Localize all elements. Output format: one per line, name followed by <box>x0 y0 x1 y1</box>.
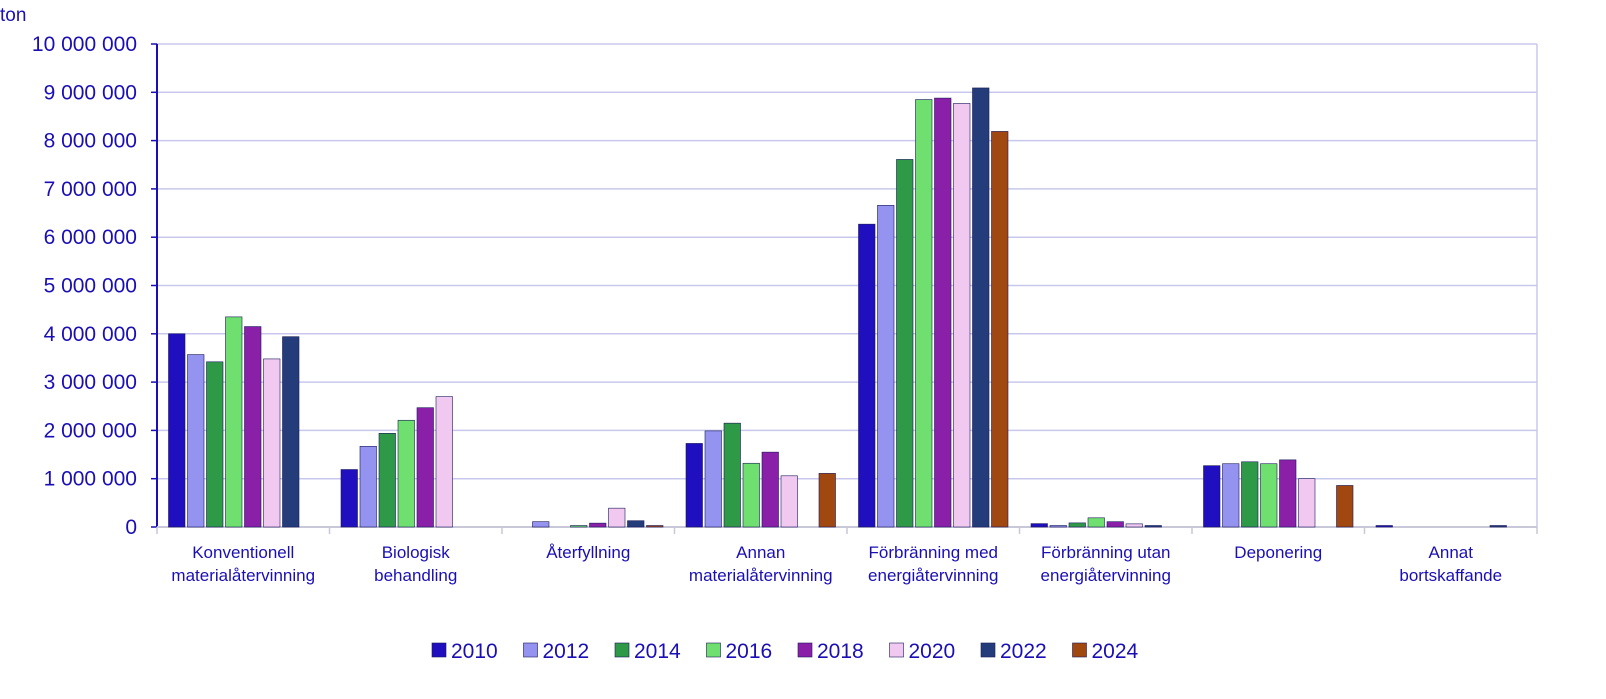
legend-swatch-2020 <box>889 642 904 658</box>
bar-2016-cat-0 <box>225 316 243 528</box>
legend-swatch-2014 <box>614 642 630 658</box>
x-category-label: behandling <box>374 566 457 585</box>
bar-2018-cat-1 <box>416 407 434 528</box>
x-category-label: energiåtervinning <box>868 566 998 585</box>
bar-2012-cat-6 <box>1222 463 1240 528</box>
bar-2020-cat-3 <box>780 475 798 528</box>
x-category-label: materialåtervinning <box>689 566 833 585</box>
bar-2012-cat-2 <box>532 521 550 528</box>
legend-label-2024: 2024 <box>1092 640 1139 663</box>
bar-2014-cat-6 <box>1241 461 1259 528</box>
bar-2016-cat-3 <box>742 462 760 528</box>
bar-2014-cat-5 <box>1068 522 1086 528</box>
y-tick-label: 4 000 000 <box>44 323 137 346</box>
legend-swatch-2012 <box>523 642 538 658</box>
x-category-label: Annat <box>1429 543 1474 562</box>
legend-swatch-2018 <box>797 642 813 658</box>
legend-swatch-2022 <box>980 642 996 658</box>
bar-2018-cat-3 <box>761 451 779 528</box>
bar-2022-cat-2 <box>627 520 645 528</box>
x-category-label: energiåtervinning <box>1041 566 1171 585</box>
bar-2022-cat-4 <box>972 87 990 528</box>
legend-label-2020: 2020 <box>909 640 956 663</box>
bar-2016-cat-6 <box>1260 463 1278 528</box>
bar-2024-cat-2 <box>646 525 664 528</box>
x-category-label: Annan <box>736 543 785 562</box>
x-category-label: bortskaffande <box>1399 566 1502 585</box>
bar-2020-cat-2 <box>608 507 626 528</box>
bar-2020-cat-1 <box>435 396 453 528</box>
y-tick-label: 0 <box>125 516 137 539</box>
bar-2010-cat-3 <box>685 443 703 528</box>
x-category-label: Förbränning utan <box>1041 543 1170 562</box>
bar-2024-cat-3 <box>818 473 836 528</box>
bar-2010-cat-1 <box>340 469 358 528</box>
bar-2012-cat-5 <box>1049 525 1067 528</box>
x-category-label: Förbränning med <box>869 543 998 562</box>
bar-2012-cat-4 <box>877 205 895 528</box>
bar-2014-cat-0 <box>206 361 224 528</box>
y-tick-label: 3 000 000 <box>44 371 137 394</box>
bar-2016-cat-1 <box>397 419 415 528</box>
bar-2016-cat-4 <box>915 99 933 528</box>
gridlines <box>157 43 1538 527</box>
y-tick-label: 9 000 000 <box>44 81 137 104</box>
legend: 2010 2012 2014 2016 2018 2020 2022 2024 <box>431 640 1139 663</box>
x-category-label: Deponering <box>1234 543 1322 562</box>
bar-2010-cat-6 <box>1203 465 1221 528</box>
bar-2014-cat-3 <box>723 422 741 528</box>
bar-2010-cat-0 <box>168 333 186 528</box>
axes <box>151 43 1538 534</box>
bar-2014-cat-1 <box>378 432 396 528</box>
bar-2016-cat-2 <box>570 525 588 528</box>
bar-2024-cat-6 <box>1336 485 1354 528</box>
x-category-label: materialåtervinning <box>171 566 315 585</box>
y-tick-label: 10 000 000 <box>32 33 137 56</box>
bar-2012-cat-3 <box>704 430 722 528</box>
bar-2022-cat-0 <box>282 336 300 528</box>
legend-swatch-2016 <box>706 642 721 658</box>
legend-label-2018: 2018 <box>817 640 864 663</box>
bars <box>168 87 1507 528</box>
y-tick-label: 7 000 000 <box>44 178 137 201</box>
bar-2018-cat-0 <box>244 326 262 528</box>
bar-2020-cat-0 <box>263 358 281 528</box>
y-tick-label: 8 000 000 <box>44 130 137 153</box>
legend-swatch-2010 <box>431 642 447 658</box>
bar-2022-cat-7 <box>1489 525 1507 528</box>
bar-2014-cat-4 <box>896 159 914 528</box>
bar-2020-cat-4 <box>953 103 971 528</box>
y-tick-label: 5 000 000 <box>44 275 137 298</box>
x-category-label: Konventionell <box>192 543 294 562</box>
bar-2018-cat-5 <box>1106 521 1124 528</box>
bar-2018-cat-4 <box>934 97 952 528</box>
y-tick-label: 6 000 000 <box>44 226 137 249</box>
bar-2012-cat-0 <box>187 354 205 528</box>
legend-label-2016: 2016 <box>726 640 773 663</box>
bar-2018-cat-6 <box>1279 459 1297 528</box>
bar-2020-cat-6 <box>1298 478 1316 528</box>
legend-label-2012: 2012 <box>543 640 590 663</box>
bar-2020-cat-5 <box>1125 523 1143 528</box>
bar-2016-cat-5 <box>1087 517 1105 528</box>
bar-2010-cat-7 <box>1375 525 1393 528</box>
bar-2010-cat-5 <box>1030 523 1048 528</box>
legend-swatch-2024 <box>1072 642 1087 658</box>
legend-label-2010: 2010 <box>451 640 498 663</box>
bar-2024-cat-4 <box>991 131 1009 528</box>
y-tick-label: 1 000 000 <box>44 468 137 491</box>
bar-2022-cat-5 <box>1144 525 1162 528</box>
y-tick-label: 2 000 000 <box>44 419 137 442</box>
x-category-label: Biologisk <box>382 543 451 562</box>
legend-label-2014: 2014 <box>634 640 681 663</box>
x-category-label: Återfyllning <box>546 543 630 562</box>
axis-labels: 0 1 000 000 2 000 000 3 000 000 4 000 000 5 0… <box>32 33 1502 585</box>
bar-2010-cat-4 <box>858 223 876 528</box>
legend-label-2022: 2022 <box>1000 640 1047 663</box>
y-axis-unit-label: ton <box>0 5 26 26</box>
bar-2012-cat-1 <box>359 446 377 528</box>
bar-2018-cat-2 <box>589 522 607 528</box>
